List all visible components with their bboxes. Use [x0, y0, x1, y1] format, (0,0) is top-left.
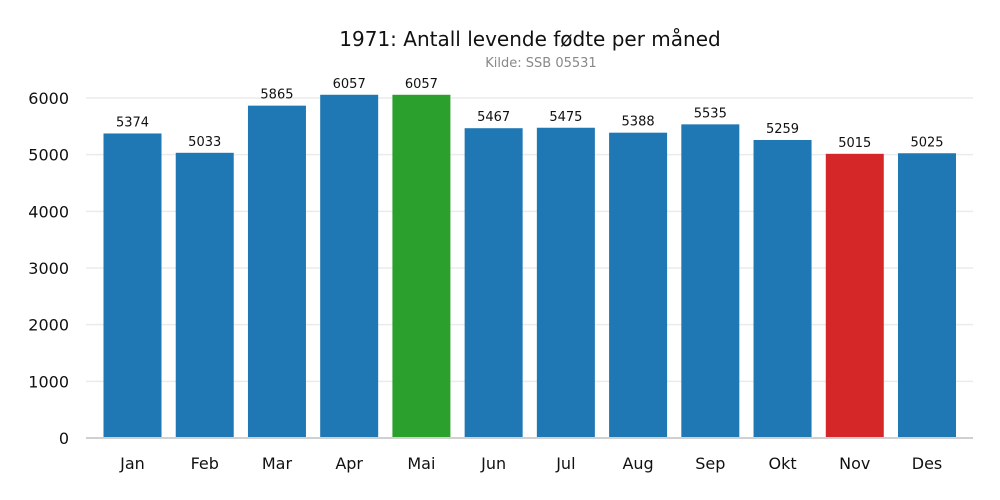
bar-jun	[464, 128, 523, 438]
bar-nov	[825, 153, 884, 439]
bars	[103, 94, 956, 439]
y-axis-ticks: 0 1000 2000 3000 4000 5000 6000	[28, 89, 69, 448]
x-tick-label: Apr	[335, 454, 363, 473]
bar-jan	[103, 133, 162, 438]
x-tick-label: Feb	[191, 454, 219, 473]
y-tick-label: 4000	[28, 202, 69, 221]
data-label: 5535	[694, 106, 727, 121]
data-label: 6057	[405, 77, 438, 92]
bar-jul	[536, 127, 595, 438]
data-label: 5865	[260, 88, 293, 103]
bar-des	[898, 153, 956, 438]
data-label: 6057	[333, 77, 366, 92]
x-tick-label: Sep	[695, 454, 725, 473]
x-tick-label: Mar	[262, 454, 293, 473]
bar-sep	[681, 124, 740, 438]
x-tick-label: Aug	[622, 454, 653, 473]
x-tick-label: Jun	[480, 454, 506, 473]
x-tick-label: Jul	[555, 454, 575, 473]
data-label: 5033	[188, 135, 221, 150]
x-tick-label: Okt	[768, 454, 796, 473]
data-label: 5374	[116, 115, 149, 130]
x-axis-ticks: Jan Feb Mar Apr Mai Jun Jul Aug Sep Okt Nov Des	[119, 454, 942, 473]
data-label: 5259	[766, 122, 799, 137]
data-labels: 5374 5033 5865 6057 6057 5467 5475 5388 5535 5259…	[116, 77, 944, 151]
x-tick-label: Mai	[407, 454, 435, 473]
y-tick-label: 6000	[28, 89, 69, 108]
x-tick-label: Nov	[839, 454, 870, 473]
data-label: 5475	[549, 110, 582, 125]
chart-title: 1971: Antall levende fødte per måned	[339, 27, 720, 51]
y-tick-label: 0	[59, 429, 69, 448]
data-label: 5388	[622, 115, 655, 130]
bar-apr	[320, 94, 379, 439]
bar-feb	[175, 152, 234, 438]
bar-mai	[392, 94, 451, 439]
bar-mar	[247, 105, 306, 439]
bar-aug	[609, 132, 668, 438]
y-tick-label: 3000	[28, 259, 69, 278]
bar-okt	[753, 139, 812, 439]
x-tick-label: Des	[912, 454, 943, 473]
data-label: 5467	[477, 110, 510, 125]
y-tick-label: 1000	[28, 372, 69, 391]
data-label: 5025	[910, 135, 943, 150]
data-label: 5015	[838, 136, 871, 151]
y-tick-label: 2000	[28, 316, 69, 335]
y-tick-label: 5000	[28, 146, 69, 165]
gridlines	[86, 97, 973, 383]
x-tick-label: Jan	[119, 454, 145, 473]
chart-subtitle: Kilde: SSB 05531	[485, 56, 596, 71]
